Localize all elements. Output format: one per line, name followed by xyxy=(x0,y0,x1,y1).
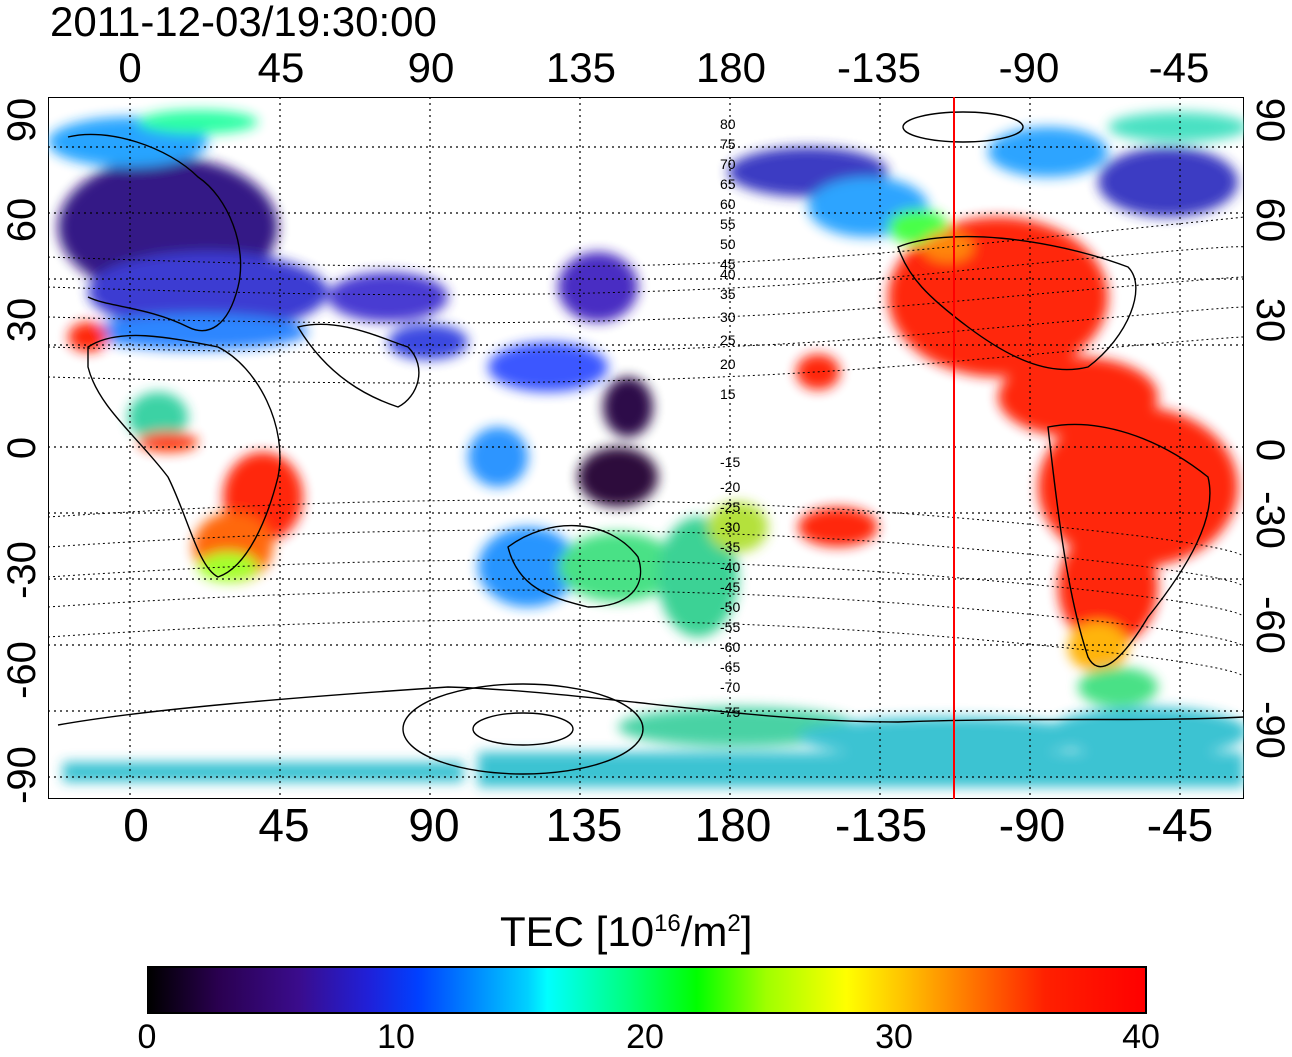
colorbar-tick: 20 xyxy=(626,1018,664,1056)
bottom-lon-tick: 45 xyxy=(258,799,310,851)
contour-label: 55 xyxy=(720,216,736,232)
contour-label: -35 xyxy=(720,539,740,555)
contour-label: -55 xyxy=(720,619,740,635)
lat-lon-grid xyxy=(48,97,1244,799)
colorbar-tick: 10 xyxy=(377,1018,415,1056)
bottom-lon-tick: 0 xyxy=(123,799,149,851)
right-lat-tick: -90 xyxy=(1248,701,1292,759)
bottom-lon-tick: 90 xyxy=(408,799,460,851)
bottom-lon-tick: 180 xyxy=(694,799,772,851)
contour-label: -25 xyxy=(720,499,740,515)
contour-label: 20 xyxy=(720,356,736,372)
contour-label: 80 xyxy=(720,116,736,132)
bottom-lon-tick: -90 xyxy=(998,799,1066,851)
bottom-lon-tick: -135 xyxy=(834,799,928,851)
contour-labels: 80 75 70 65 60 55 50 45 40 35 30 25 20 1… xyxy=(720,116,740,720)
coastlines xyxy=(57,133,1244,726)
top-lon-tick: -135 xyxy=(836,44,922,91)
contour-label: 70 xyxy=(720,156,736,172)
tec-colorbar xyxy=(147,966,1147,1014)
contour-label: -60 xyxy=(720,639,740,655)
colorbar-tick: 30 xyxy=(875,1018,913,1056)
south-magnetic-pole-contours xyxy=(402,111,1024,775)
colorbar-tick: 0 xyxy=(137,1018,157,1056)
bottom-lon-tick: 135 xyxy=(545,799,623,851)
top-lon-tick: 45 xyxy=(257,44,305,91)
top-lon-tick: -45 xyxy=(1148,44,1210,91)
contour-label: -75 xyxy=(720,704,740,720)
contour-label: 75 xyxy=(720,136,736,152)
contour-label: 60 xyxy=(720,196,736,212)
contour-label: -70 xyxy=(720,679,740,695)
top-lon-tick: 135 xyxy=(545,44,617,91)
contour-label: -40 xyxy=(720,559,740,575)
contour-label: -30 xyxy=(720,519,740,535)
contour-label: -65 xyxy=(720,659,740,675)
contour-label: -20 xyxy=(720,479,740,495)
colorbar-tick: 40 xyxy=(1122,1018,1160,1056)
contour-label: 15 xyxy=(720,386,736,402)
contour-label: -45 xyxy=(720,579,740,595)
top-lon-tick: 180 xyxy=(695,44,767,91)
left-lat-tick: 0 xyxy=(0,436,44,460)
contour-label: 65 xyxy=(720,176,736,192)
contour-label: 35 xyxy=(720,286,736,302)
tec-world-map: 80 75 70 65 60 55 50 45 40 35 30 25 20 1… xyxy=(48,97,1244,799)
contour-label: 30 xyxy=(720,309,736,325)
contour-label: -50 xyxy=(720,599,740,615)
colorbar-label: TEC [1016/m2] xyxy=(500,908,753,955)
contour-label: -15 xyxy=(720,454,740,470)
contour-label: 25 xyxy=(720,332,736,348)
contour-label: 45 xyxy=(720,256,736,272)
bottom-lon-tick: -45 xyxy=(1146,799,1214,851)
right-lat-tick: 30 xyxy=(1248,297,1292,343)
magnetic-contours xyxy=(48,216,1244,678)
contour-label: 50 xyxy=(720,236,736,252)
top-lon-tick: -90 xyxy=(998,44,1060,91)
top-lon-tick: 0 xyxy=(118,44,142,91)
left-lat-tick: -90 xyxy=(0,746,44,804)
contour-label: 40 xyxy=(720,266,736,282)
top-lon-tick: 90 xyxy=(407,44,455,91)
map-timestamp: 2011-12-03/19:30:00 xyxy=(50,0,437,45)
left-lat-tick: 30 xyxy=(0,297,44,343)
